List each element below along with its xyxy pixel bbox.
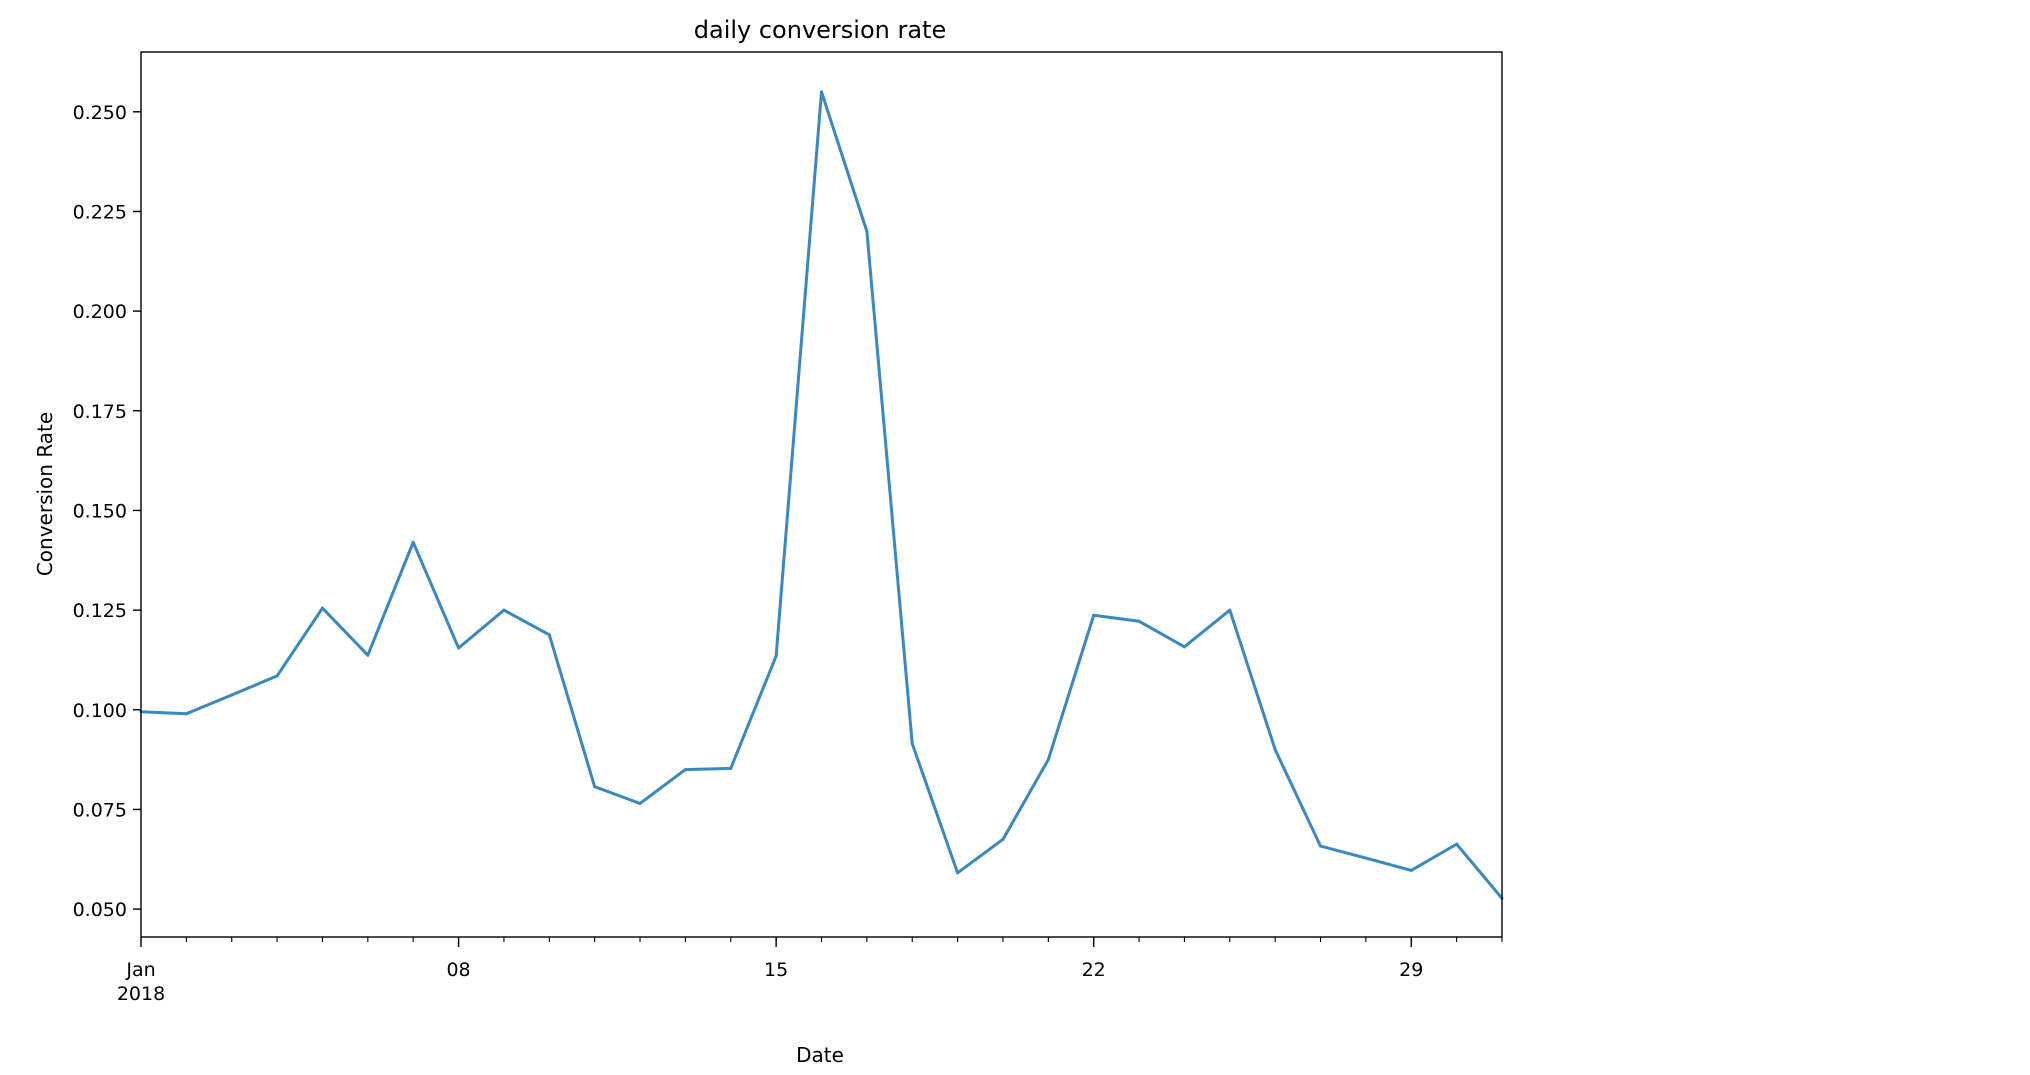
data-point [1409, 868, 1413, 872]
data-point [1228, 608, 1232, 612]
data-point [1364, 856, 1368, 860]
y-tick-label: 0.200 [73, 301, 127, 323]
data-point [1182, 645, 1186, 649]
x-tick-label: Jan [125, 959, 155, 981]
x-tick-sublabel: 2018 [117, 983, 165, 1005]
data-point [683, 768, 687, 772]
data-point [1137, 619, 1141, 623]
y-tick-label: 0.150 [73, 500, 127, 522]
series-line [140, 90, 1504, 900]
data-point [547, 633, 551, 637]
y-tick-label: 0.100 [73, 700, 127, 722]
data-point [320, 606, 324, 610]
data-point [1319, 844, 1323, 848]
x-tick-label: 15 [764, 959, 788, 981]
data-point [502, 608, 506, 612]
y-tick-label: 0.250 [73, 102, 127, 124]
data-point [366, 653, 370, 657]
data-point [593, 785, 597, 789]
x-axis-label: Date [796, 1043, 844, 1067]
data-point [230, 693, 234, 697]
x-tick-label: 08 [446, 959, 470, 981]
y-tick-label: 0.125 [73, 600, 127, 622]
y-tick-label: 0.175 [73, 401, 127, 423]
y-tick-label: 0.225 [73, 201, 127, 223]
data-point [1455, 842, 1459, 846]
data-point [820, 90, 823, 94]
data-point [1273, 748, 1277, 752]
y-tick-label: 0.075 [73, 799, 127, 821]
data-point [865, 229, 869, 233]
data-point [638, 801, 642, 805]
x-tick-label: 29 [1399, 959, 1423, 981]
data-point [956, 871, 960, 875]
y-tick-label: 0.050 [73, 899, 127, 921]
x-tick-label: 22 [1082, 959, 1106, 981]
plot-frame [140, 51, 1503, 938]
chart-title: daily conversion rate [694, 16, 946, 44]
data-point [411, 540, 415, 544]
data-point [457, 646, 461, 650]
data-point [1046, 758, 1050, 762]
data-point [729, 766, 733, 770]
y-axis-label: Conversion Rate [33, 412, 57, 576]
data-point [910, 742, 914, 746]
data-point [774, 654, 778, 658]
y-axis-ticks: 0.050 0.075 0.100 0.125 0.150 0.175 0.200 0.225… [73, 102, 141, 921]
data-point [184, 712, 188, 716]
data-point [1092, 613, 1096, 617]
series-lines [139, 90, 1504, 900]
data-point [275, 674, 279, 678]
data-point [1001, 837, 1005, 841]
